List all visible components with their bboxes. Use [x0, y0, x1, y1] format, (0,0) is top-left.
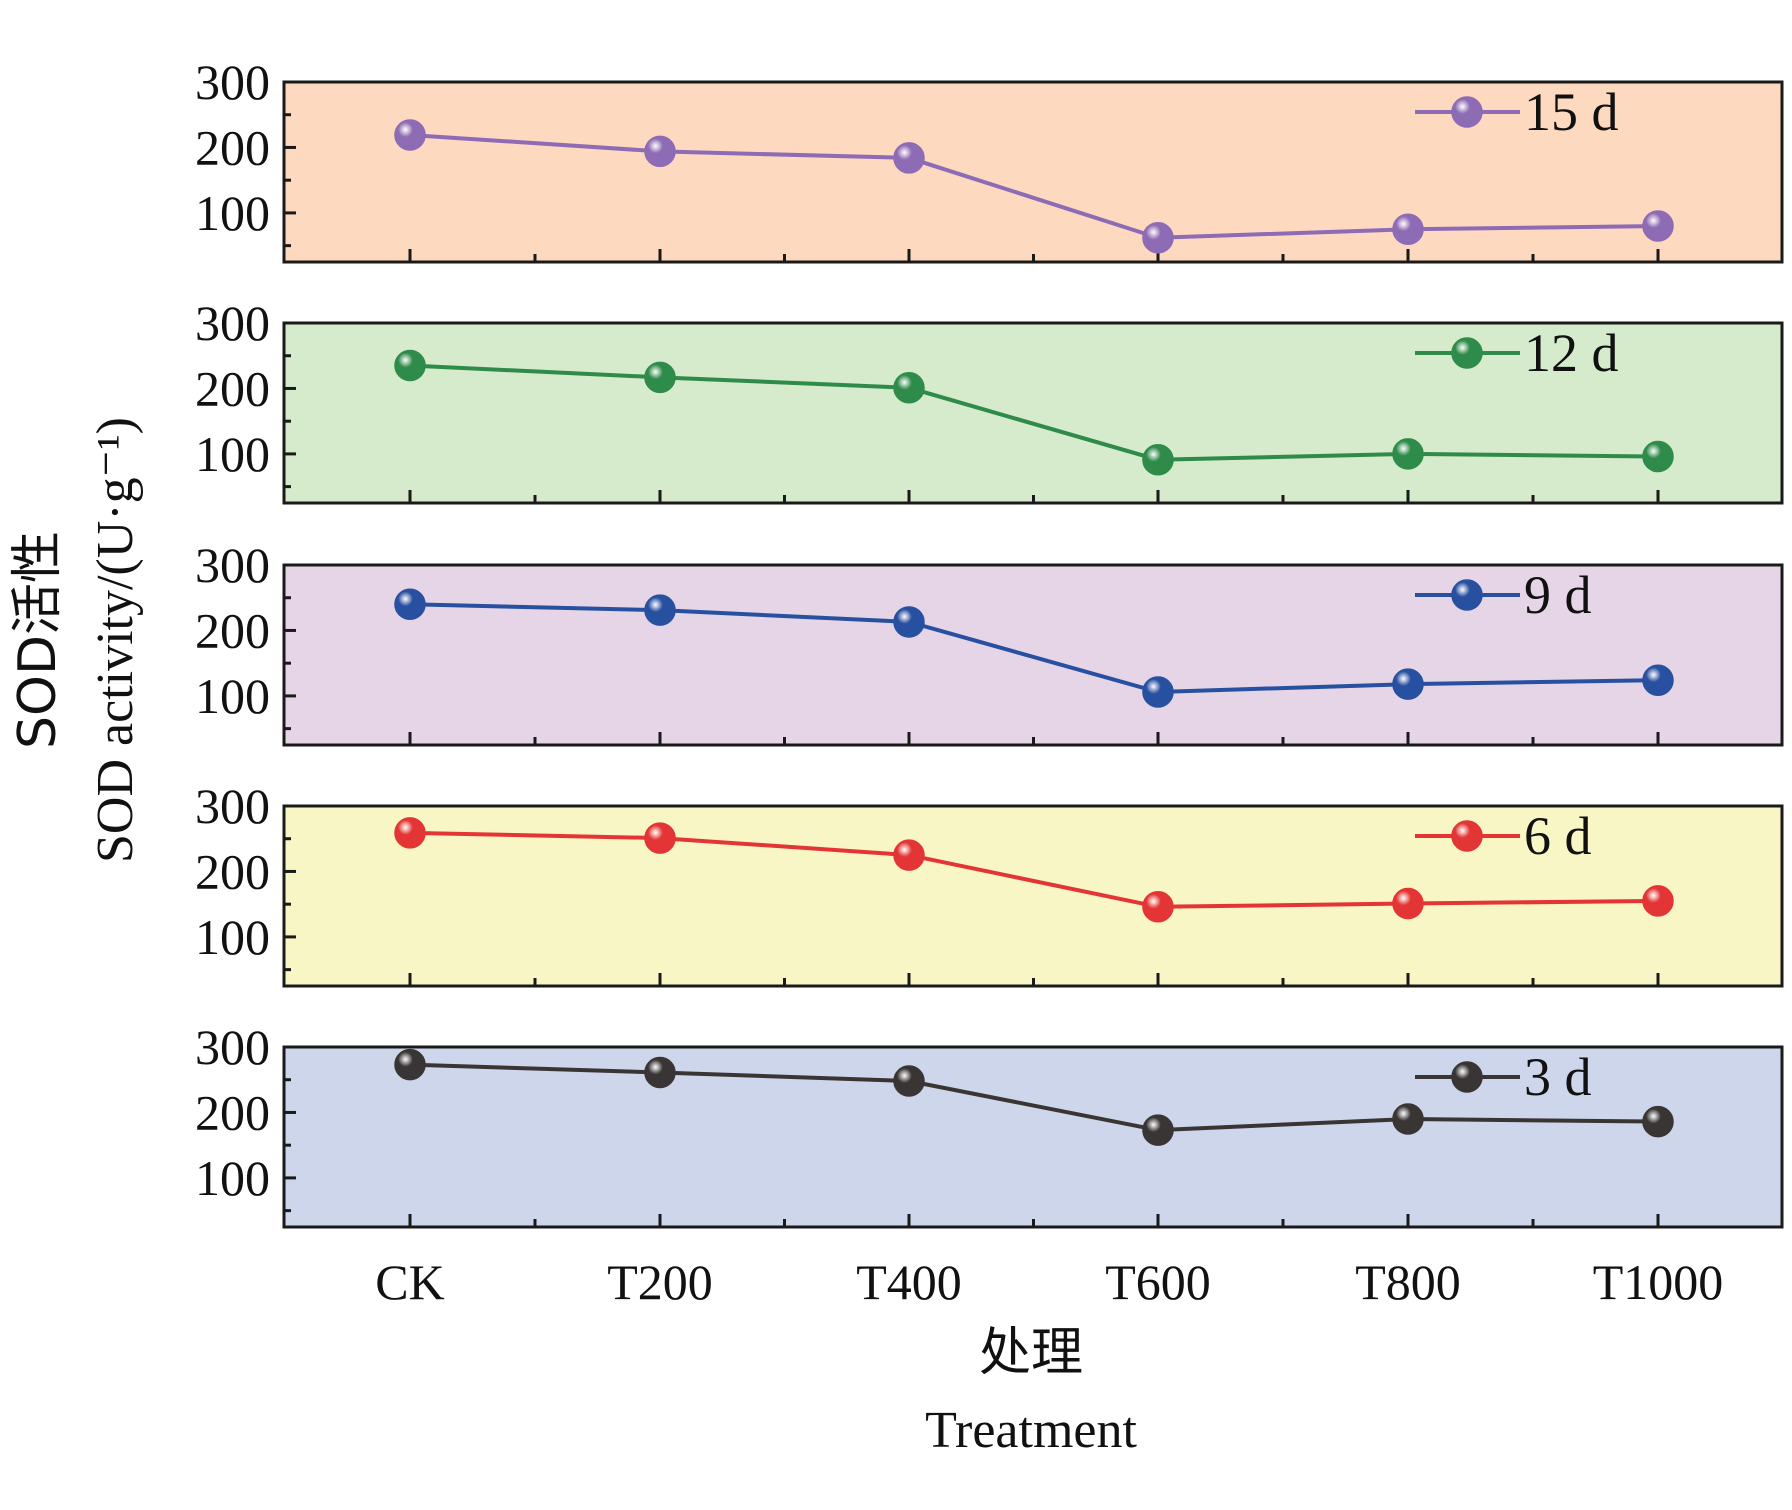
series-line: [409, 1062, 1659, 1133]
data-point-T1000: [1642, 1105, 1674, 1138]
y-axis-title-en: SOD activity/(U·g⁻¹): [87, 417, 144, 863]
panel-12d: 100 200 300 12 d: [195, 295, 1784, 505]
data-point-T400: [893, 142, 925, 174]
data-point-T600: [1142, 1114, 1174, 1146]
panel-15d: 100 200 300 15 d: [195, 54, 1784, 264]
data-point-CK: [394, 588, 426, 621]
data-point-CK: [394, 349, 426, 382]
x-axis-title-en: Treatment: [925, 1402, 1137, 1459]
series-line: [409, 602, 1659, 694]
y-tick-label: 300: [195, 778, 270, 834]
data-point-T200: [644, 135, 676, 168]
data-point-T800: [1392, 1103, 1424, 1135]
y-tick-label: 100: [195, 668, 270, 724]
legend-label: 9 d: [1524, 565, 1592, 625]
y-tick-label: 200: [195, 360, 270, 416]
y-axis-title-cn: SOD活性: [8, 531, 68, 749]
data-point-T800: [1392, 438, 1424, 470]
legend-marker: [1451, 96, 1483, 128]
panel-frame: [282, 321, 1784, 505]
data-point-T600: [1142, 222, 1174, 254]
data-point-T200: [644, 361, 676, 394]
legend-marker: [1451, 820, 1483, 852]
data-point-T800: [1392, 668, 1424, 700]
y-tick-label: 300: [195, 295, 270, 351]
y-tick-label: 100: [195, 1150, 270, 1206]
data-point-CK: [394, 119, 426, 151]
y-tick-label: 300: [195, 1019, 270, 1075]
x-tick-label: T600: [1105, 1254, 1211, 1310]
x-tick-label: CK: [375, 1254, 444, 1310]
panel-3d: 100 200 300 3 d: [195, 1019, 1784, 1229]
y-tick-label: 100: [195, 185, 270, 241]
data-point-T1000: [1642, 440, 1674, 473]
data-point-T600: [1142, 891, 1174, 923]
legend-marker: [1451, 337, 1483, 369]
data-point-T600: [1142, 676, 1174, 708]
data-point-T800: [1392, 213, 1424, 246]
data-point-T400: [893, 372, 925, 404]
y-tick-label: 100: [195, 426, 270, 482]
x-axis-title-cn: 处理: [979, 1323, 1083, 1383]
legend-label: 12 d: [1524, 323, 1619, 383]
panel-frame: [282, 80, 1784, 264]
legend-marker: [1451, 1061, 1483, 1093]
legend-label: 15 d: [1524, 82, 1619, 142]
data-point-T1000: [1642, 885, 1674, 917]
panel-6d: 100 200 300 6 d: [195, 778, 1784, 988]
y-tick-label: 200: [195, 119, 270, 175]
data-point-T200: [644, 1056, 676, 1089]
data-point-T200: [644, 594, 676, 626]
data-point-CK: [394, 1048, 426, 1081]
series-line: [409, 363, 1659, 462]
y-tick-label: 200: [195, 1084, 270, 1140]
x-tick-label: T200: [607, 1254, 713, 1310]
data-point-T400: [893, 839, 925, 871]
y-tick-label: 300: [195, 54, 270, 110]
series-line: [409, 830, 1659, 909]
x-tick-label: T400: [856, 1254, 962, 1310]
legend-marker: [1451, 579, 1483, 611]
y-tick-label: 300: [195, 537, 270, 593]
series-line: [409, 133, 1659, 240]
data-point-T200: [644, 822, 676, 854]
data-point-T400: [893, 606, 925, 638]
panel-frame: [282, 1045, 1784, 1229]
legend-label: 3 d: [1524, 1047, 1592, 1107]
y-tick-label: 200: [195, 602, 270, 658]
legend-label: 6 d: [1524, 806, 1592, 866]
data-point-T600: [1142, 444, 1174, 476]
data-point-T1000: [1642, 664, 1674, 696]
x-tick-label: T800: [1355, 1254, 1461, 1310]
panel-9d: 100 200 300 9 d: [195, 537, 1784, 747]
data-point-T800: [1392, 887, 1424, 920]
y-tick-label: 100: [195, 909, 270, 965]
x-axis: CK T200 T400 T600 T800 T1000: [375, 1254, 1723, 1310]
data-point-T400: [893, 1065, 925, 1097]
x-tick-label: T1000: [1593, 1254, 1724, 1310]
data-point-CK: [394, 817, 426, 849]
data-point-T1000: [1642, 210, 1674, 242]
y-tick-label: 200: [195, 843, 270, 899]
